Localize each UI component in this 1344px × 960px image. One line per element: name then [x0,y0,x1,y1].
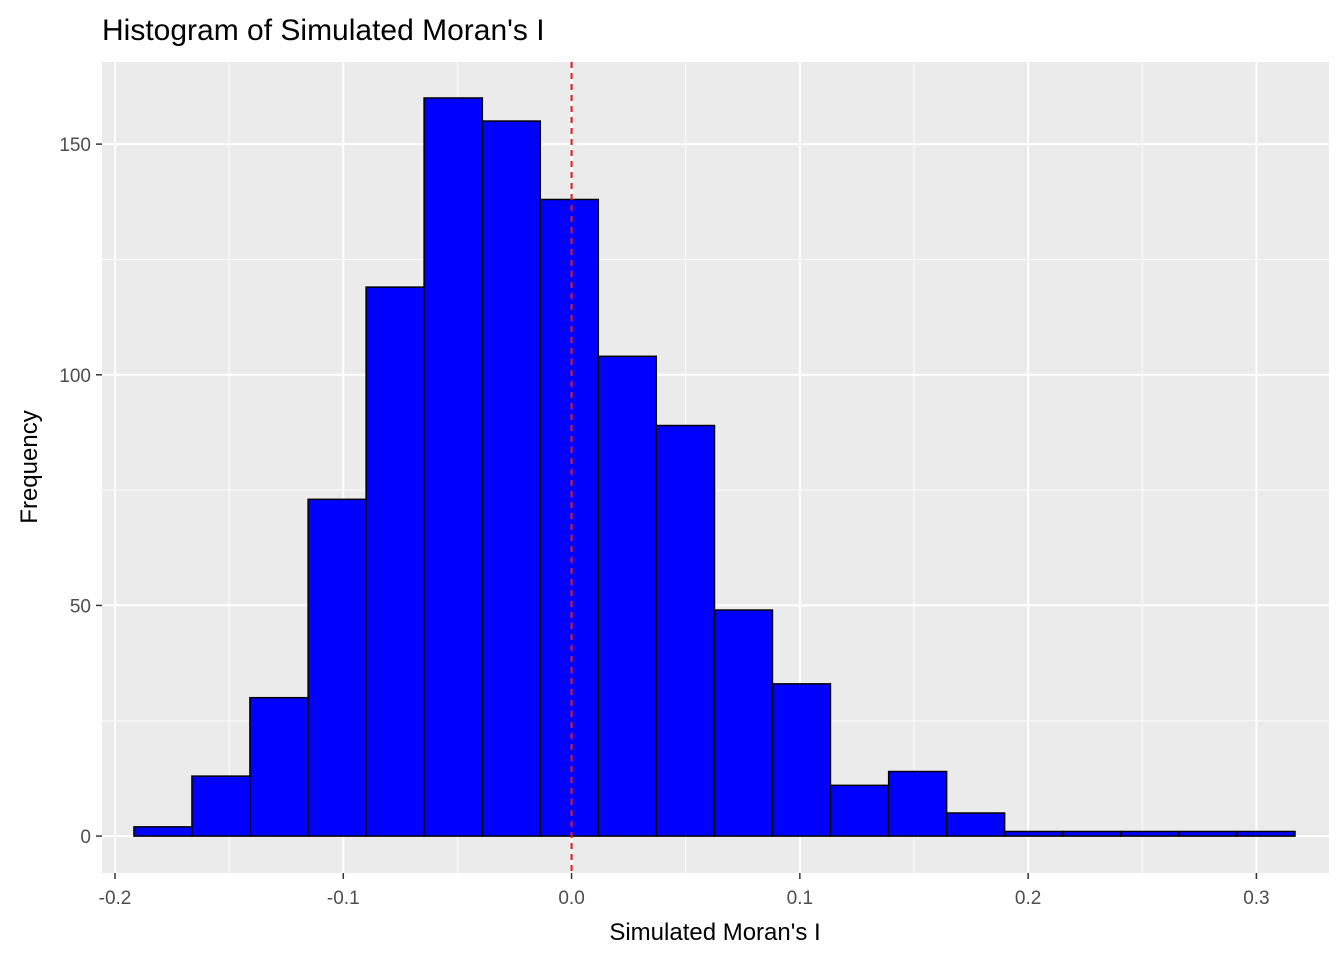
y-axis-title: Frequency [16,410,43,523]
y-tick-label: 100 [59,366,91,387]
histogram-bar [1120,830,1180,837]
histogram-bar [191,775,251,837]
histogram-bar [829,784,890,837]
histogram-bar [539,198,600,837]
histogram-bar [655,424,716,837]
chart-title: Histogram of Simulated Moran's I [102,14,545,47]
histogram-bar [597,355,658,837]
histogram-bar [887,770,948,837]
histogram-bar [307,498,367,837]
histogram-bars [133,97,1296,837]
histogram-bar [1178,830,1238,837]
y-tick-label: 0 [80,827,91,848]
histogram-bar [249,696,309,837]
histogram-bar [1236,830,1296,837]
y-tick-label: 150 [59,135,91,156]
histogram-bar [133,826,193,837]
x-tick-label: 0.2 [1015,888,1041,909]
x-tick-label: -0.1 [327,888,360,909]
y-axis: 0 50 100 150 [59,135,102,848]
histogram-bar [481,120,542,837]
histogram-bar [945,812,1006,837]
x-axis: -0.2 -0.1 0.0 0.1 0.2 0.3 [99,873,1270,909]
y-tick-label: 50 [70,596,91,617]
histogram-bar [713,609,774,837]
x-axis-title: Simulated Moran's I [609,919,820,946]
histogram-bar [1003,830,1064,837]
histogram-bar [423,97,484,837]
x-tick-label: 0.3 [1243,888,1269,909]
histogram-bar [365,286,425,837]
x-tick-label: -0.2 [99,888,132,909]
x-tick-label: 0.0 [558,888,584,909]
histogram-bar [771,683,832,837]
histogram-bar [1061,830,1122,837]
x-tick-label: 0.1 [787,888,813,909]
